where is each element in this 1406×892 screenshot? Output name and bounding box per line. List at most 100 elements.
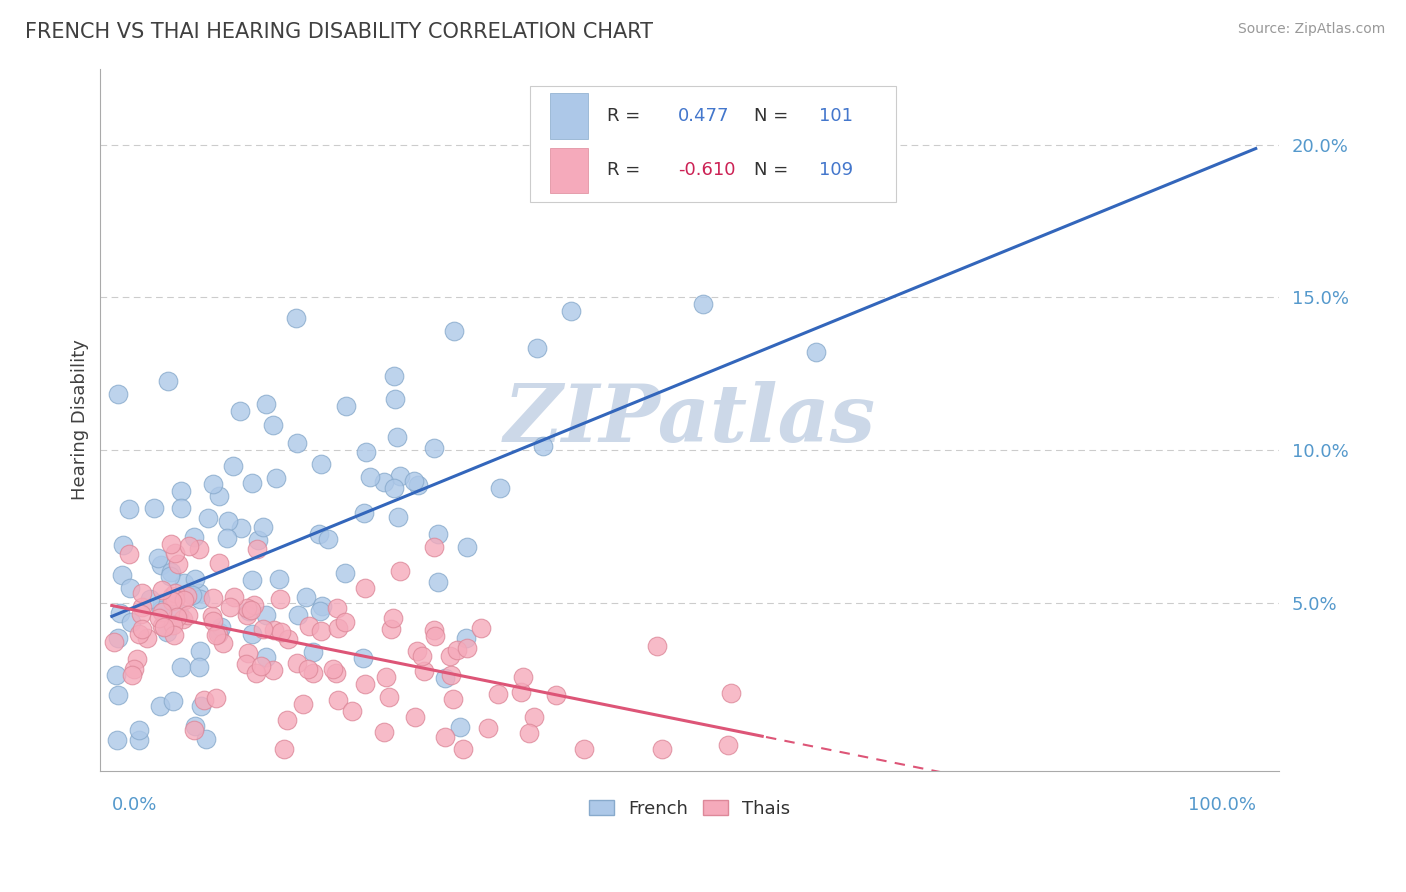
Text: 0.477: 0.477 bbox=[678, 107, 730, 125]
Point bbox=[252, 622, 274, 636]
Point bbox=[254, 607, 277, 622]
Point bbox=[456, 540, 478, 554]
Point bbox=[173, 576, 195, 591]
Point bbox=[105, 667, 128, 681]
Point bbox=[183, 530, 205, 544]
Point bbox=[201, 609, 224, 624]
Point bbox=[254, 649, 277, 664]
Point bbox=[264, 471, 287, 485]
Point bbox=[533, 439, 555, 453]
Point bbox=[380, 622, 402, 636]
Point bbox=[651, 742, 673, 756]
Point bbox=[456, 640, 478, 655]
Point bbox=[163, 628, 186, 642]
Point bbox=[170, 660, 193, 674]
FancyBboxPatch shape bbox=[551, 147, 588, 194]
Point bbox=[170, 483, 193, 498]
Point bbox=[160, 566, 183, 580]
Point bbox=[128, 733, 150, 747]
Point bbox=[373, 725, 395, 739]
Point bbox=[692, 296, 714, 310]
Point bbox=[333, 615, 356, 629]
Point bbox=[454, 631, 477, 645]
Point bbox=[150, 619, 173, 633]
Point bbox=[354, 581, 377, 595]
Point bbox=[353, 676, 375, 690]
Point bbox=[111, 538, 134, 552]
Text: R =: R = bbox=[607, 107, 640, 125]
Point bbox=[302, 645, 325, 659]
Text: 109: 109 bbox=[820, 161, 853, 179]
Point bbox=[157, 375, 180, 389]
Point bbox=[160, 589, 183, 603]
Text: N =: N = bbox=[754, 107, 789, 125]
Point bbox=[411, 648, 433, 663]
Point bbox=[149, 699, 172, 714]
Text: ZIPatlas: ZIPatlas bbox=[503, 381, 876, 458]
Point bbox=[353, 506, 375, 520]
Point bbox=[229, 404, 252, 418]
Point bbox=[512, 670, 534, 684]
Point bbox=[208, 625, 231, 640]
Point bbox=[217, 531, 239, 545]
Point bbox=[201, 591, 224, 605]
Point bbox=[439, 649, 461, 664]
Point bbox=[159, 568, 181, 582]
Point bbox=[131, 599, 153, 614]
Point bbox=[193, 692, 215, 706]
Point bbox=[354, 445, 377, 459]
Point bbox=[311, 457, 333, 471]
Point bbox=[276, 713, 298, 727]
Point bbox=[284, 311, 307, 326]
Point bbox=[297, 662, 319, 676]
Point bbox=[202, 477, 225, 491]
Point bbox=[162, 618, 184, 632]
Point bbox=[387, 509, 409, 524]
Point bbox=[333, 566, 356, 580]
Point bbox=[246, 533, 269, 547]
Point bbox=[404, 710, 426, 724]
Point bbox=[184, 572, 207, 586]
Point bbox=[197, 511, 219, 525]
Point bbox=[150, 605, 173, 619]
Point bbox=[131, 585, 153, 599]
Point bbox=[222, 459, 245, 474]
Point bbox=[150, 582, 173, 597]
Point bbox=[235, 607, 257, 622]
Point bbox=[249, 658, 271, 673]
Point bbox=[166, 610, 188, 624]
Point bbox=[645, 639, 668, 653]
Point bbox=[177, 607, 200, 622]
Point bbox=[148, 551, 170, 566]
Point bbox=[302, 665, 325, 680]
Point bbox=[423, 540, 446, 554]
Point bbox=[229, 521, 252, 535]
Point bbox=[235, 601, 257, 615]
Point bbox=[322, 662, 344, 676]
Text: 100.0%: 100.0% bbox=[1188, 796, 1256, 814]
Point bbox=[269, 591, 291, 606]
Point bbox=[142, 500, 165, 515]
Point bbox=[526, 341, 548, 355]
Point bbox=[240, 475, 263, 490]
Point bbox=[124, 661, 146, 675]
Point bbox=[183, 723, 205, 738]
Point bbox=[103, 634, 125, 648]
Point bbox=[252, 520, 274, 534]
Point bbox=[373, 475, 395, 490]
Point bbox=[267, 572, 290, 586]
Point bbox=[160, 537, 183, 551]
Point bbox=[804, 345, 827, 359]
Point bbox=[328, 693, 350, 707]
Point bbox=[195, 732, 218, 747]
Point bbox=[316, 532, 339, 546]
Point bbox=[163, 586, 186, 600]
Point bbox=[240, 573, 263, 587]
Point bbox=[188, 592, 211, 607]
Point bbox=[443, 324, 465, 338]
Point bbox=[489, 481, 512, 495]
Point bbox=[433, 730, 456, 744]
Point bbox=[381, 611, 404, 625]
Point bbox=[169, 501, 191, 516]
Point bbox=[238, 646, 260, 660]
